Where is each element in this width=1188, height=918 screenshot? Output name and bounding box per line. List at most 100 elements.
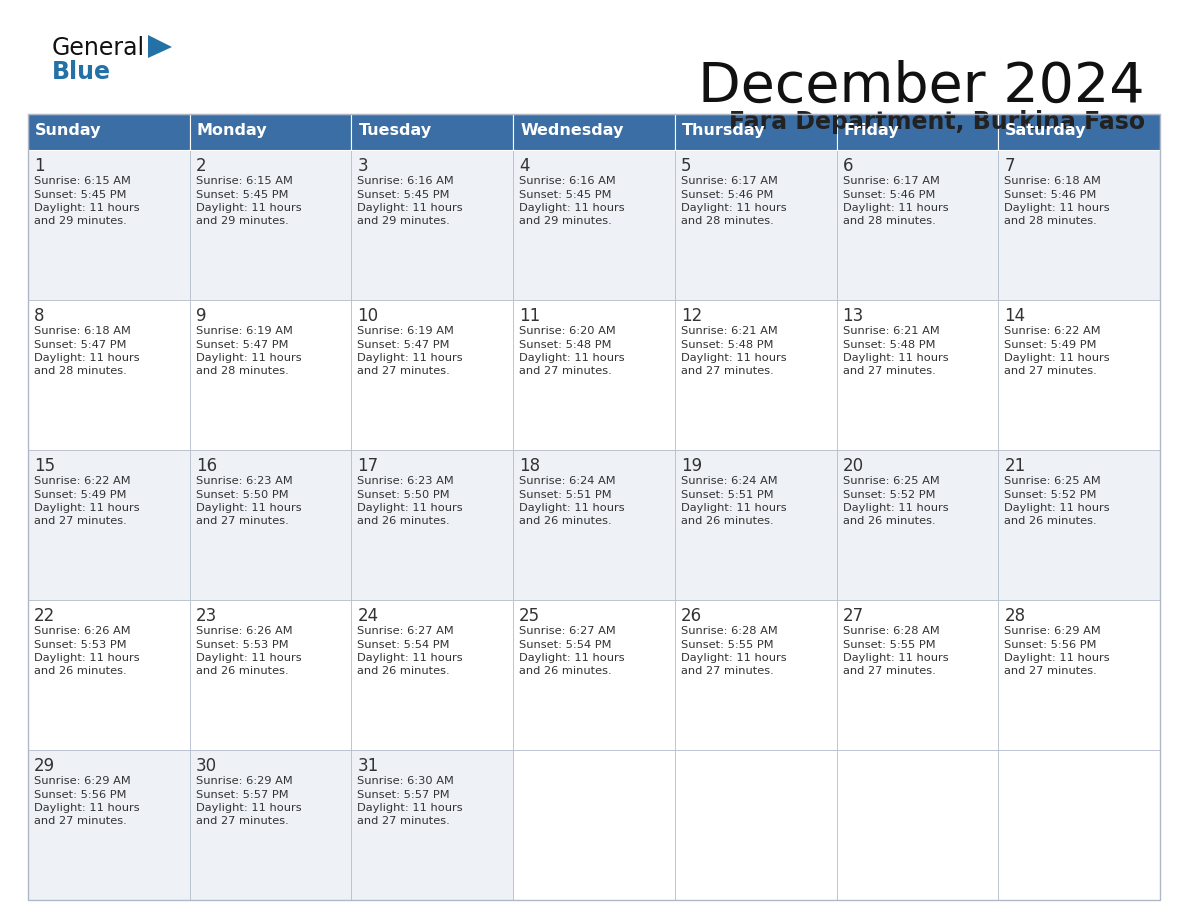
Text: 23: 23 (196, 607, 217, 625)
Text: 25: 25 (519, 607, 541, 625)
Text: Fara Department, Burkina Faso: Fara Department, Burkina Faso (729, 110, 1145, 134)
Text: and 27 minutes.: and 27 minutes. (519, 366, 612, 376)
Text: Daylight: 11 hours: Daylight: 11 hours (358, 203, 463, 213)
Bar (352, 750, 513, 900)
Bar (836, 114, 998, 150)
Text: and 27 minutes.: and 27 minutes. (681, 666, 773, 677)
Text: and 26 minutes.: and 26 minutes. (519, 666, 612, 677)
Text: 26: 26 (681, 607, 702, 625)
Bar (190, 150, 352, 300)
Bar (29, 300, 190, 450)
Text: Monday: Monday (197, 124, 267, 139)
Text: Sunset: 5:45 PM: Sunset: 5:45 PM (519, 189, 612, 199)
Text: and 28 minutes.: and 28 minutes. (681, 217, 773, 227)
Text: and 27 minutes.: and 27 minutes. (196, 816, 289, 826)
Bar (675, 600, 836, 750)
Text: Tuesday: Tuesday (359, 124, 431, 139)
Polygon shape (148, 35, 172, 58)
Text: and 26 minutes.: and 26 minutes. (1004, 517, 1097, 527)
Text: and 26 minutes.: and 26 minutes. (358, 666, 450, 677)
Text: 22: 22 (34, 607, 56, 625)
Text: Sunset: 5:49 PM: Sunset: 5:49 PM (1004, 340, 1097, 350)
Text: Sunrise: 6:25 AM: Sunrise: 6:25 AM (842, 476, 940, 486)
Text: Sunrise: 6:24 AM: Sunrise: 6:24 AM (519, 476, 615, 486)
Text: Daylight: 11 hours: Daylight: 11 hours (681, 353, 786, 363)
Text: Sunset: 5:55 PM: Sunset: 5:55 PM (681, 640, 773, 650)
Text: Sunset: 5:46 PM: Sunset: 5:46 PM (1004, 189, 1097, 199)
Bar (352, 450, 513, 600)
Bar (190, 300, 352, 450)
Text: Daylight: 11 hours: Daylight: 11 hours (34, 503, 140, 513)
Text: Daylight: 11 hours: Daylight: 11 hours (358, 353, 463, 363)
Text: and 27 minutes.: and 27 minutes. (842, 366, 935, 376)
Bar (29, 750, 190, 900)
Text: and 27 minutes.: and 27 minutes. (842, 666, 935, 677)
Bar (675, 750, 836, 900)
Text: Daylight: 11 hours: Daylight: 11 hours (1004, 653, 1110, 663)
Text: and 27 minutes.: and 27 minutes. (681, 366, 773, 376)
Text: Sunset: 5:52 PM: Sunset: 5:52 PM (842, 489, 935, 499)
Text: Sunrise: 6:30 AM: Sunrise: 6:30 AM (358, 776, 454, 786)
Text: 29: 29 (34, 757, 55, 775)
Text: and 27 minutes.: and 27 minutes. (196, 517, 289, 527)
Text: and 26 minutes.: and 26 minutes. (34, 666, 127, 677)
Text: 9: 9 (196, 307, 207, 325)
Bar (29, 114, 190, 150)
Text: Sunrise: 6:19 AM: Sunrise: 6:19 AM (358, 326, 454, 336)
Text: Sunset: 5:54 PM: Sunset: 5:54 PM (519, 640, 612, 650)
Text: Sunset: 5:51 PM: Sunset: 5:51 PM (681, 489, 773, 499)
Text: Sunrise: 6:15 AM: Sunrise: 6:15 AM (196, 176, 292, 186)
Bar (190, 114, 352, 150)
Text: 3: 3 (358, 157, 368, 175)
Text: Sunset: 5:47 PM: Sunset: 5:47 PM (358, 340, 450, 350)
Bar (675, 150, 836, 300)
Text: Sunrise: 6:21 AM: Sunrise: 6:21 AM (681, 326, 778, 336)
Text: 30: 30 (196, 757, 217, 775)
Text: Sunday: Sunday (34, 124, 101, 139)
Text: Sunset: 5:57 PM: Sunset: 5:57 PM (196, 789, 289, 800)
Bar (190, 750, 352, 900)
Text: 7: 7 (1004, 157, 1015, 175)
Text: Sunset: 5:55 PM: Sunset: 5:55 PM (842, 640, 935, 650)
Text: 2: 2 (196, 157, 207, 175)
Text: 19: 19 (681, 457, 702, 475)
Text: Sunrise: 6:29 AM: Sunrise: 6:29 AM (1004, 626, 1101, 636)
Text: 4: 4 (519, 157, 530, 175)
Text: and 28 minutes.: and 28 minutes. (196, 366, 289, 376)
Text: Daylight: 11 hours: Daylight: 11 hours (681, 503, 786, 513)
Text: and 27 minutes.: and 27 minutes. (34, 816, 127, 826)
Bar (352, 600, 513, 750)
Bar (29, 450, 190, 600)
Bar (836, 750, 998, 900)
Text: Sunset: 5:52 PM: Sunset: 5:52 PM (1004, 489, 1097, 499)
Bar (513, 150, 675, 300)
Text: Daylight: 11 hours: Daylight: 11 hours (519, 653, 625, 663)
Text: 17: 17 (358, 457, 379, 475)
Text: and 29 minutes.: and 29 minutes. (519, 217, 612, 227)
Text: Friday: Friday (843, 124, 899, 139)
Text: Daylight: 11 hours: Daylight: 11 hours (358, 803, 463, 813)
Bar (998, 750, 1159, 900)
Text: Daylight: 11 hours: Daylight: 11 hours (842, 503, 948, 513)
Text: 11: 11 (519, 307, 541, 325)
Text: Sunset: 5:54 PM: Sunset: 5:54 PM (358, 640, 450, 650)
Text: Sunset: 5:49 PM: Sunset: 5:49 PM (34, 489, 126, 499)
Text: Sunrise: 6:17 AM: Sunrise: 6:17 AM (681, 176, 778, 186)
Text: 24: 24 (358, 607, 379, 625)
Text: and 27 minutes.: and 27 minutes. (358, 366, 450, 376)
Text: Sunset: 5:47 PM: Sunset: 5:47 PM (34, 340, 126, 350)
Bar (513, 600, 675, 750)
Text: Sunrise: 6:19 AM: Sunrise: 6:19 AM (196, 326, 292, 336)
Bar (675, 450, 836, 600)
Text: Sunrise: 6:17 AM: Sunrise: 6:17 AM (842, 176, 940, 186)
Text: and 27 minutes.: and 27 minutes. (1004, 366, 1097, 376)
Text: Sunrise: 6:28 AM: Sunrise: 6:28 AM (681, 626, 778, 636)
Text: Sunrise: 6:27 AM: Sunrise: 6:27 AM (358, 626, 454, 636)
Bar (998, 600, 1159, 750)
Text: Sunrise: 6:25 AM: Sunrise: 6:25 AM (1004, 476, 1101, 486)
Bar (998, 300, 1159, 450)
Text: and 26 minutes.: and 26 minutes. (519, 517, 612, 527)
Text: and 28 minutes.: and 28 minutes. (34, 366, 127, 376)
Bar (998, 450, 1159, 600)
Text: Daylight: 11 hours: Daylight: 11 hours (681, 653, 786, 663)
